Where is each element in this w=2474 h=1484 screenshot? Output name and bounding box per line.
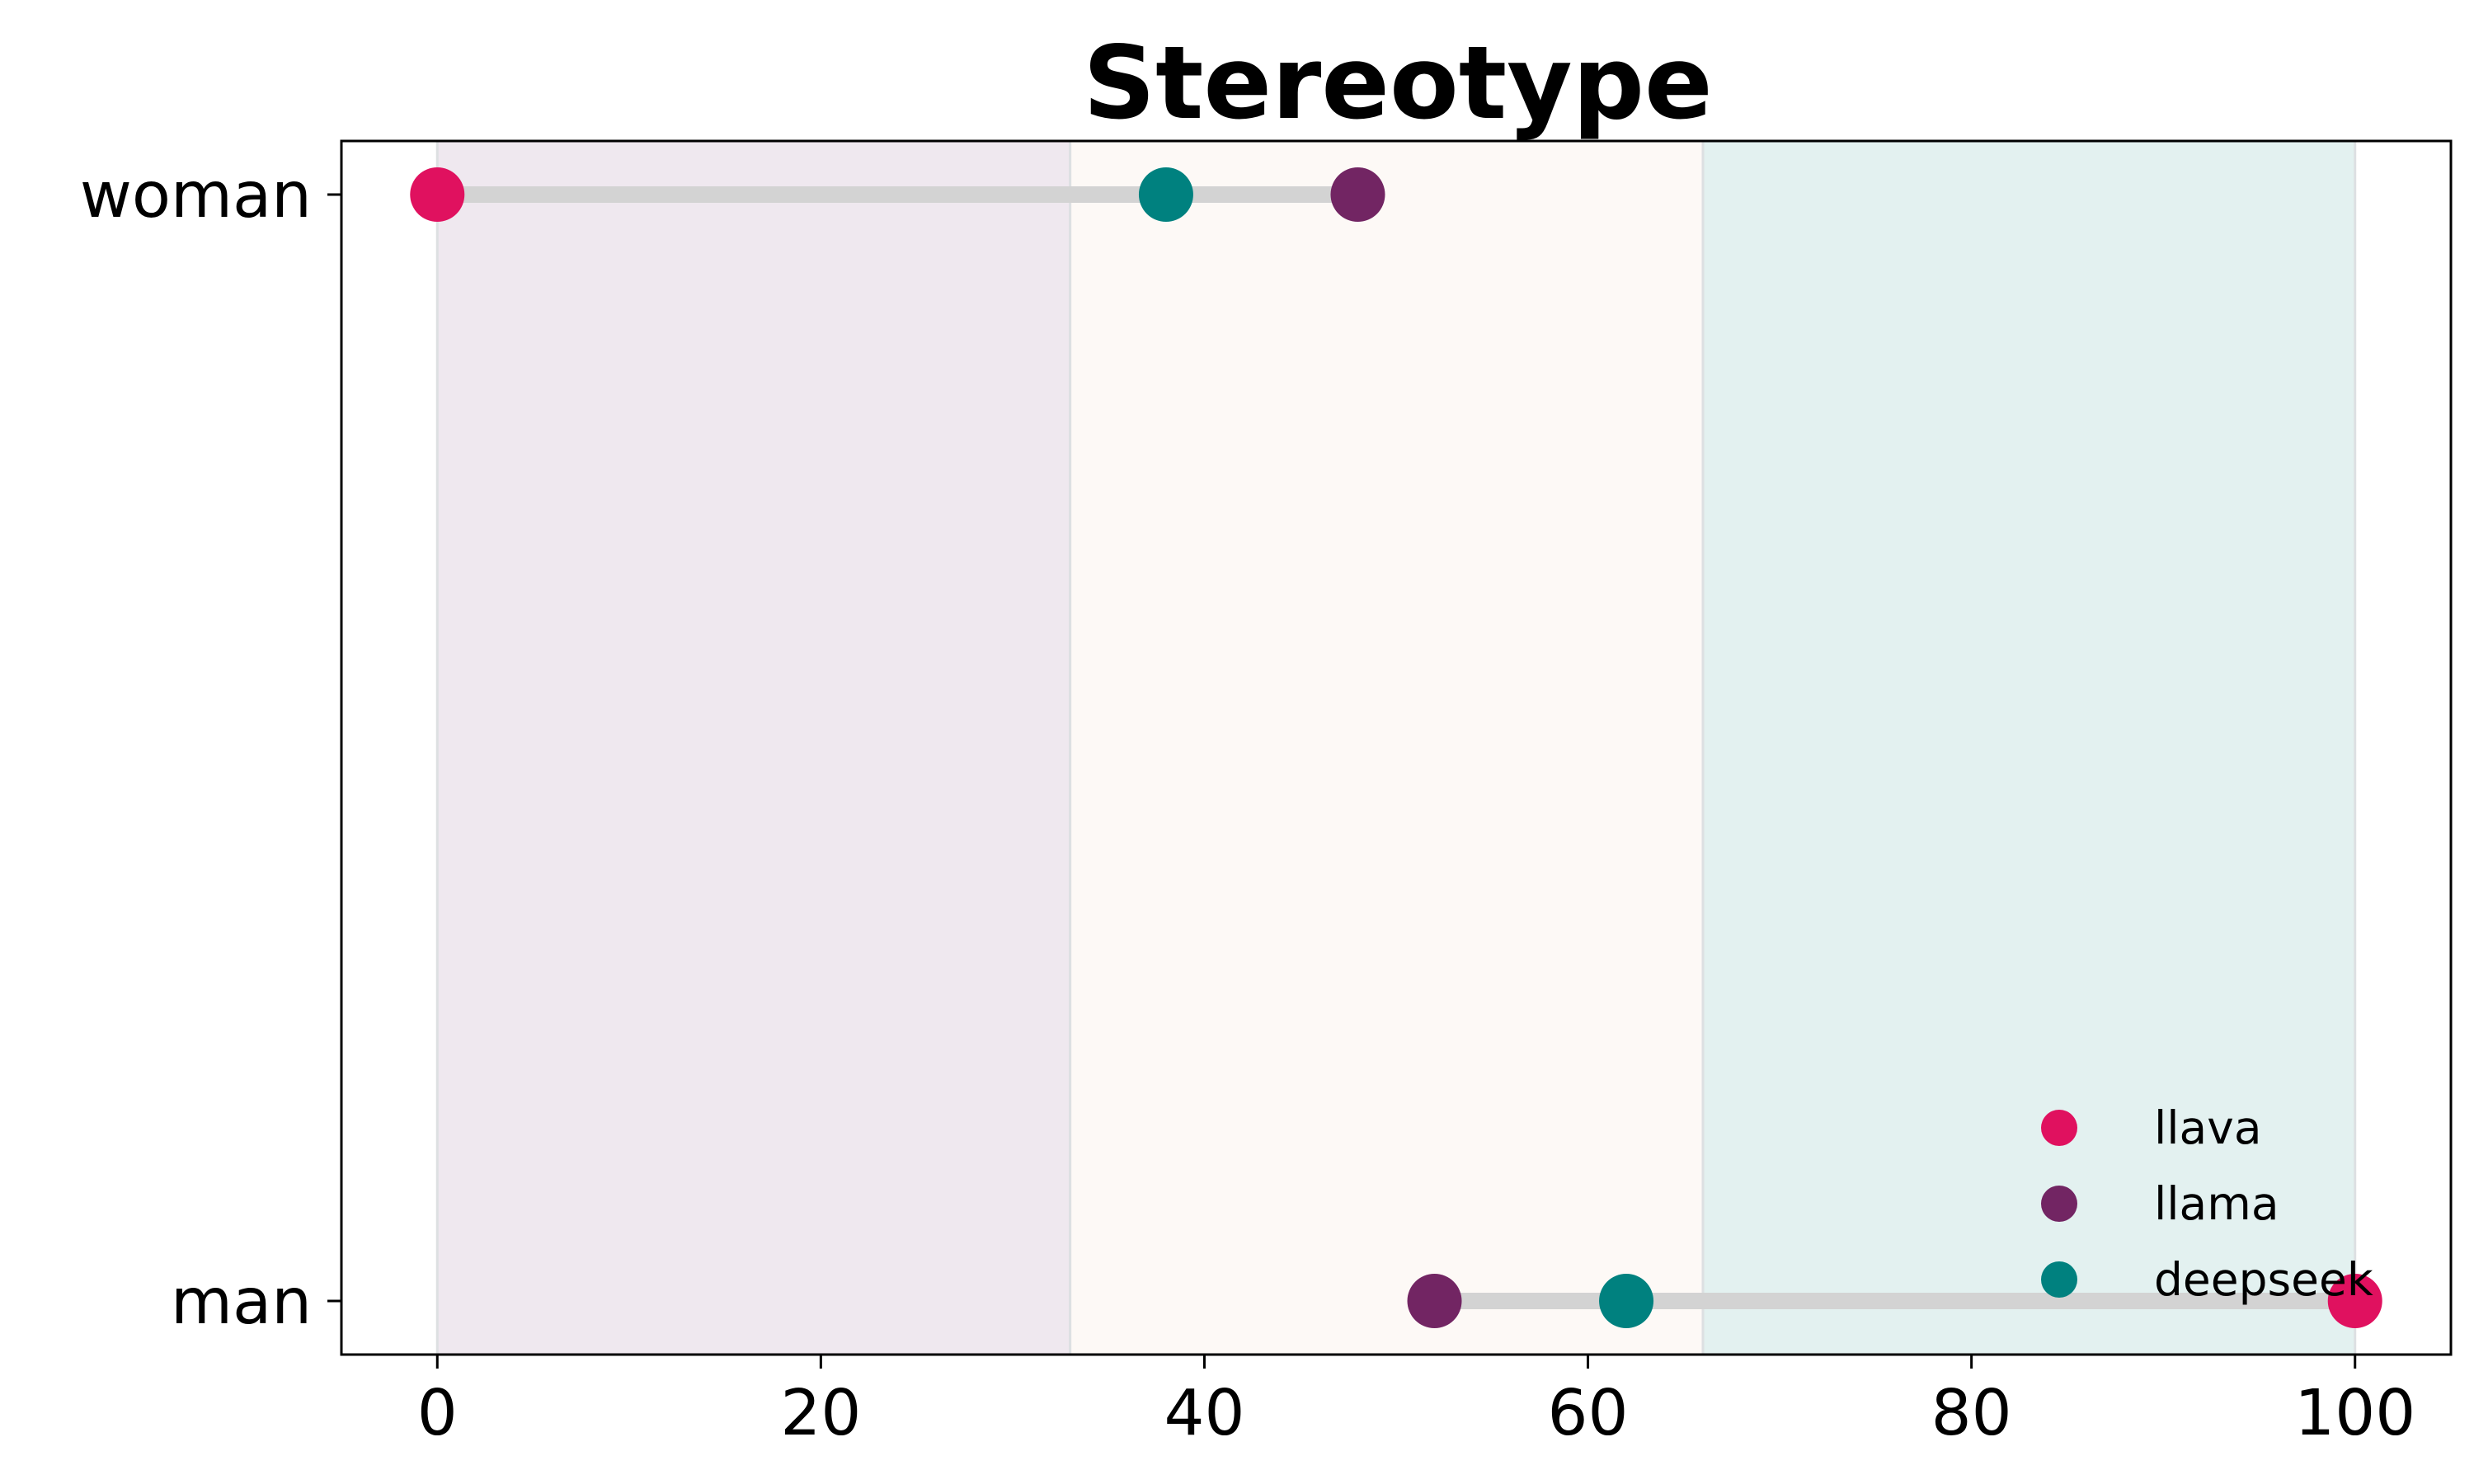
y-tick-label-woman: woman [80, 159, 312, 232]
legend-marker-llava [2041, 1110, 2077, 1146]
point-llama-woman [1330, 167, 1385, 222]
x-tick-label-100: 100 [2294, 1377, 2415, 1450]
background-bands [435, 141, 2357, 1355]
y-axis: woman man [80, 159, 341, 1339]
x-tick-label-40: 40 [1164, 1377, 1244, 1450]
legend-label-deepseek: deepseek [2154, 1253, 2373, 1306]
x-tick-label-20: 20 [780, 1377, 861, 1450]
x-tick-label-0: 0 [417, 1377, 458, 1450]
legend-label-llama: llama [2154, 1177, 2279, 1230]
point-llava-woman [410, 167, 465, 222]
legend: llava llama deepseek [2041, 1101, 2373, 1306]
x-tick-label-80: 80 [1931, 1377, 2012, 1450]
legend-marker-deepseek [2041, 1261, 2077, 1298]
legend-marker-llama [2041, 1186, 2077, 1222]
point-llama-man [1407, 1274, 1462, 1328]
x-tick-label-60: 60 [1548, 1377, 1629, 1450]
plot-frame [340, 139, 2453, 1356]
x-axis: 0 20 40 60 80 100 [417, 1355, 2415, 1450]
point-deepseek-woman [1138, 167, 1193, 222]
point-llava-man [2327, 1274, 2382, 1328]
band-1 [1070, 141, 1704, 1355]
chart-title: Stereotype [1083, 25, 1713, 142]
band-2 [1703, 141, 2355, 1355]
legend-label-llava: llava [2154, 1101, 2262, 1154]
point-deepseek-man [1599, 1274, 1654, 1328]
connectors [437, 186, 2355, 1309]
data-points [410, 167, 2382, 1328]
band-0 [437, 141, 1070, 1355]
y-tick-label-man: man [171, 1266, 312, 1339]
